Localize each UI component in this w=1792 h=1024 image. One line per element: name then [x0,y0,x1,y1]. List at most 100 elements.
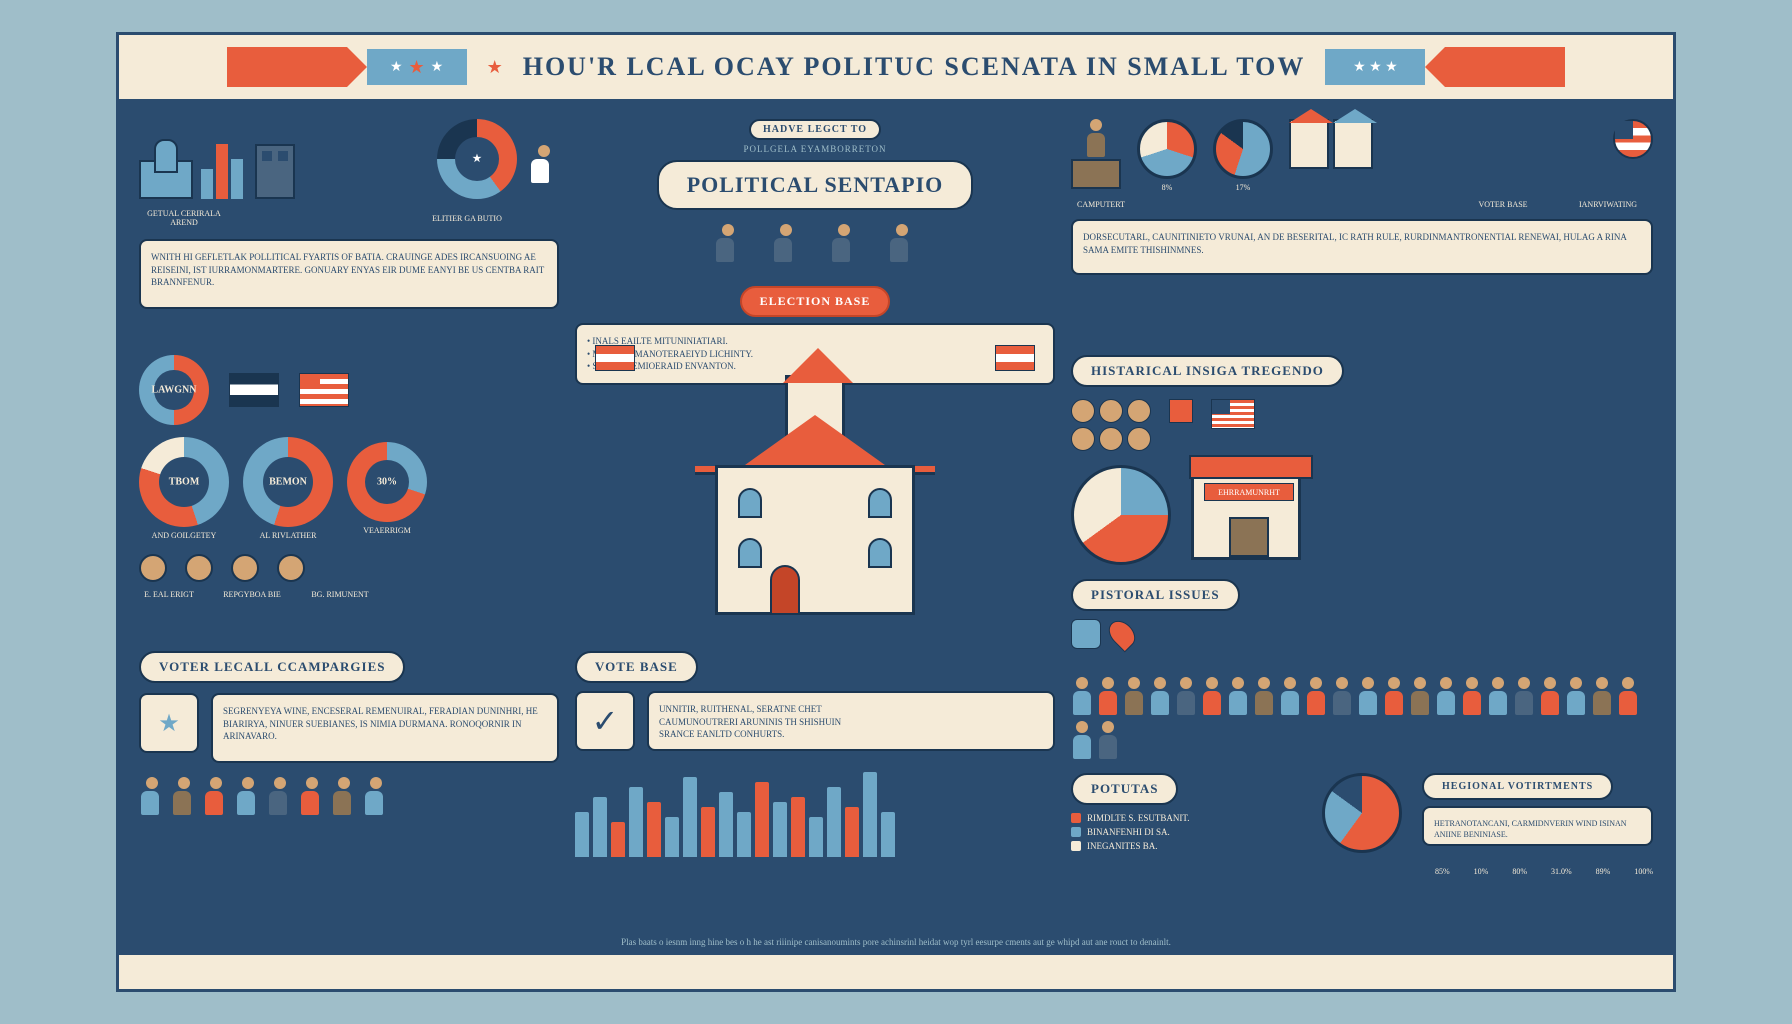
potutas-pie [1322,773,1402,853]
intro-card: WNITH HI GEFLETLAK POLLITICAL FYARTIS OF… [139,239,559,309]
label-donut: ELITIER GA BUTIO [427,214,507,223]
person-icon [529,145,559,199]
bar [647,802,661,857]
percent-row: 85% 10% 80% 31.0% 89% 100% [1071,863,1653,876]
crowd-person [1461,677,1483,717]
crowd-person [1201,677,1223,717]
potutas-pill: POTUTAS [1071,773,1178,805]
crowd-person [1513,677,1535,717]
bar [827,787,841,857]
bottom-right-section: POTUTAS RIMDLTE S. ESUTBANIT. BINANFENHI… [1071,651,1653,935]
candidate-4 [888,224,916,276]
candidate-3 [830,224,858,276]
flag-right [995,345,1035,371]
crowd-person [1565,677,1587,717]
capitol-icon [139,139,189,199]
title-banner: ★ ★ ★ ★ HOU'R LCAL OCAY POLITUC SCENATA … [119,35,1673,99]
center-title-section: HADVE LEGCT TO POLLGELA EYAMBORRETON POL… [575,119,1055,339]
crowd-person [1071,721,1093,761]
person-head-2 [185,554,213,582]
bar [629,787,643,857]
donut-chart-top: ★ [437,119,517,199]
subtitle-pill: HADVE LEGCT TO [749,119,881,140]
crowd-person [1123,677,1145,717]
bar [611,822,625,857]
bar [665,817,679,857]
person-head-3 [231,554,259,582]
voter-campaigns-section: VOTER LECALL CCAMPARGIES ★ SEGRENYEYA WI… [139,651,559,935]
building-icon [255,144,295,199]
crowd-person [1305,677,1327,717]
star-icon: ★ [487,57,503,78]
voter-campaigns-pill: VOTER LECALL CCAMPARGIES [139,651,405,683]
donut-1: LAWGNN [139,355,209,425]
crowd-person [1097,721,1119,761]
bar-chart [575,767,1055,857]
subtitle2: POLLGELA EYAMBORRETON [575,144,1055,154]
left-crowd [139,777,559,825]
potutas-legend: RIMDLTE S. ESUTBANIT. BINANFENHI DI SA. … [1071,813,1302,851]
podium-icon [1071,119,1121,189]
crowd-person [139,777,165,825]
person-head-1 [139,554,167,582]
pistoral-pill: PISTORAL ISSUES [1071,579,1240,611]
crowd-person [1253,677,1275,717]
crowd-person [267,777,293,825]
crowd-person [1097,677,1119,717]
label-capitol: GETUAL CERIRALA AREND [139,209,229,227]
vote-base-pill: VOTE BASE [575,651,698,683]
bar [593,797,607,857]
flag-striped [299,373,349,407]
crowd-person [235,777,261,825]
crowd-person [1591,677,1613,717]
banner-title: HOU'R LCAL OCAY POLITUC SCENATA IN SMALL… [523,52,1306,82]
election-base-pill: ELECTION BASE [740,286,891,317]
houses-icon [1289,119,1373,169]
footer-text: Plas baats o iesnm inng hine bes o h he … [119,937,1673,947]
pie-small-2 [1213,119,1273,179]
infographic-poster: ★ ★ ★ ★ HOU'R LCAL OCAY POLITUC SCENATA … [116,32,1676,992]
donut-4: 30% [347,442,427,522]
bar [773,802,787,857]
crowd-person [1383,677,1405,717]
bar [575,812,589,857]
pin-icon [1104,616,1141,653]
shop-icon: EHRRAMUNRHT [1191,470,1301,560]
usa-flag-icon [1613,119,1653,159]
bar [863,772,877,857]
crowd-person [171,777,197,825]
top-left-section: ★ GETUAL CERIRALA AREND ELITIER GA BUTIO… [139,119,559,339]
donuts-section: LAWGNN TBOM AND GOILGETEY BEMON AL RIVLA… [139,355,559,635]
bar [845,807,859,857]
bar [881,812,895,857]
bar [719,792,733,857]
crowd [1071,651,1653,761]
donut-3: BEMON [243,437,333,527]
checkmark-card: ✓ [575,691,635,751]
shop-sign: EHRRAMUNRHT [1204,483,1294,501]
vote-base-card: UNNITIR, RUITHENAL, SERATNE CHET CAUMUNO… [647,691,1055,751]
bar [791,797,805,857]
crowd-person [203,777,229,825]
crowd-person [1175,677,1197,717]
crowd-person [1071,677,1093,717]
crowd-person [1435,677,1457,717]
crowd-person [299,777,325,825]
badge-icon [1071,619,1101,649]
regional-card: HETRANOTANCANI, CARMIDNVERIN WIND ISINAN… [1422,806,1653,846]
crowd-person [1149,677,1171,717]
bar [809,817,823,857]
crowd-person [1409,677,1431,717]
townhall-section [575,355,1055,635]
crowd-person [331,777,357,825]
crowd-person [1357,677,1379,717]
flag-tricolor [229,373,279,407]
bar [683,777,697,857]
historical-section: HISTARICAL INSIGA TREGENDO EHRRAMUNRHT [1071,355,1653,635]
bar [701,807,715,857]
people-grid [1071,399,1151,451]
star-strip-right: ★ ★ ★ [1325,49,1425,85]
star-badge-icon: ★ [139,693,199,753]
flag-left [595,345,635,371]
top-right-section: 8% 17% CAMPUTERT VOTER BASE IANRVIWATING… [1071,119,1653,339]
